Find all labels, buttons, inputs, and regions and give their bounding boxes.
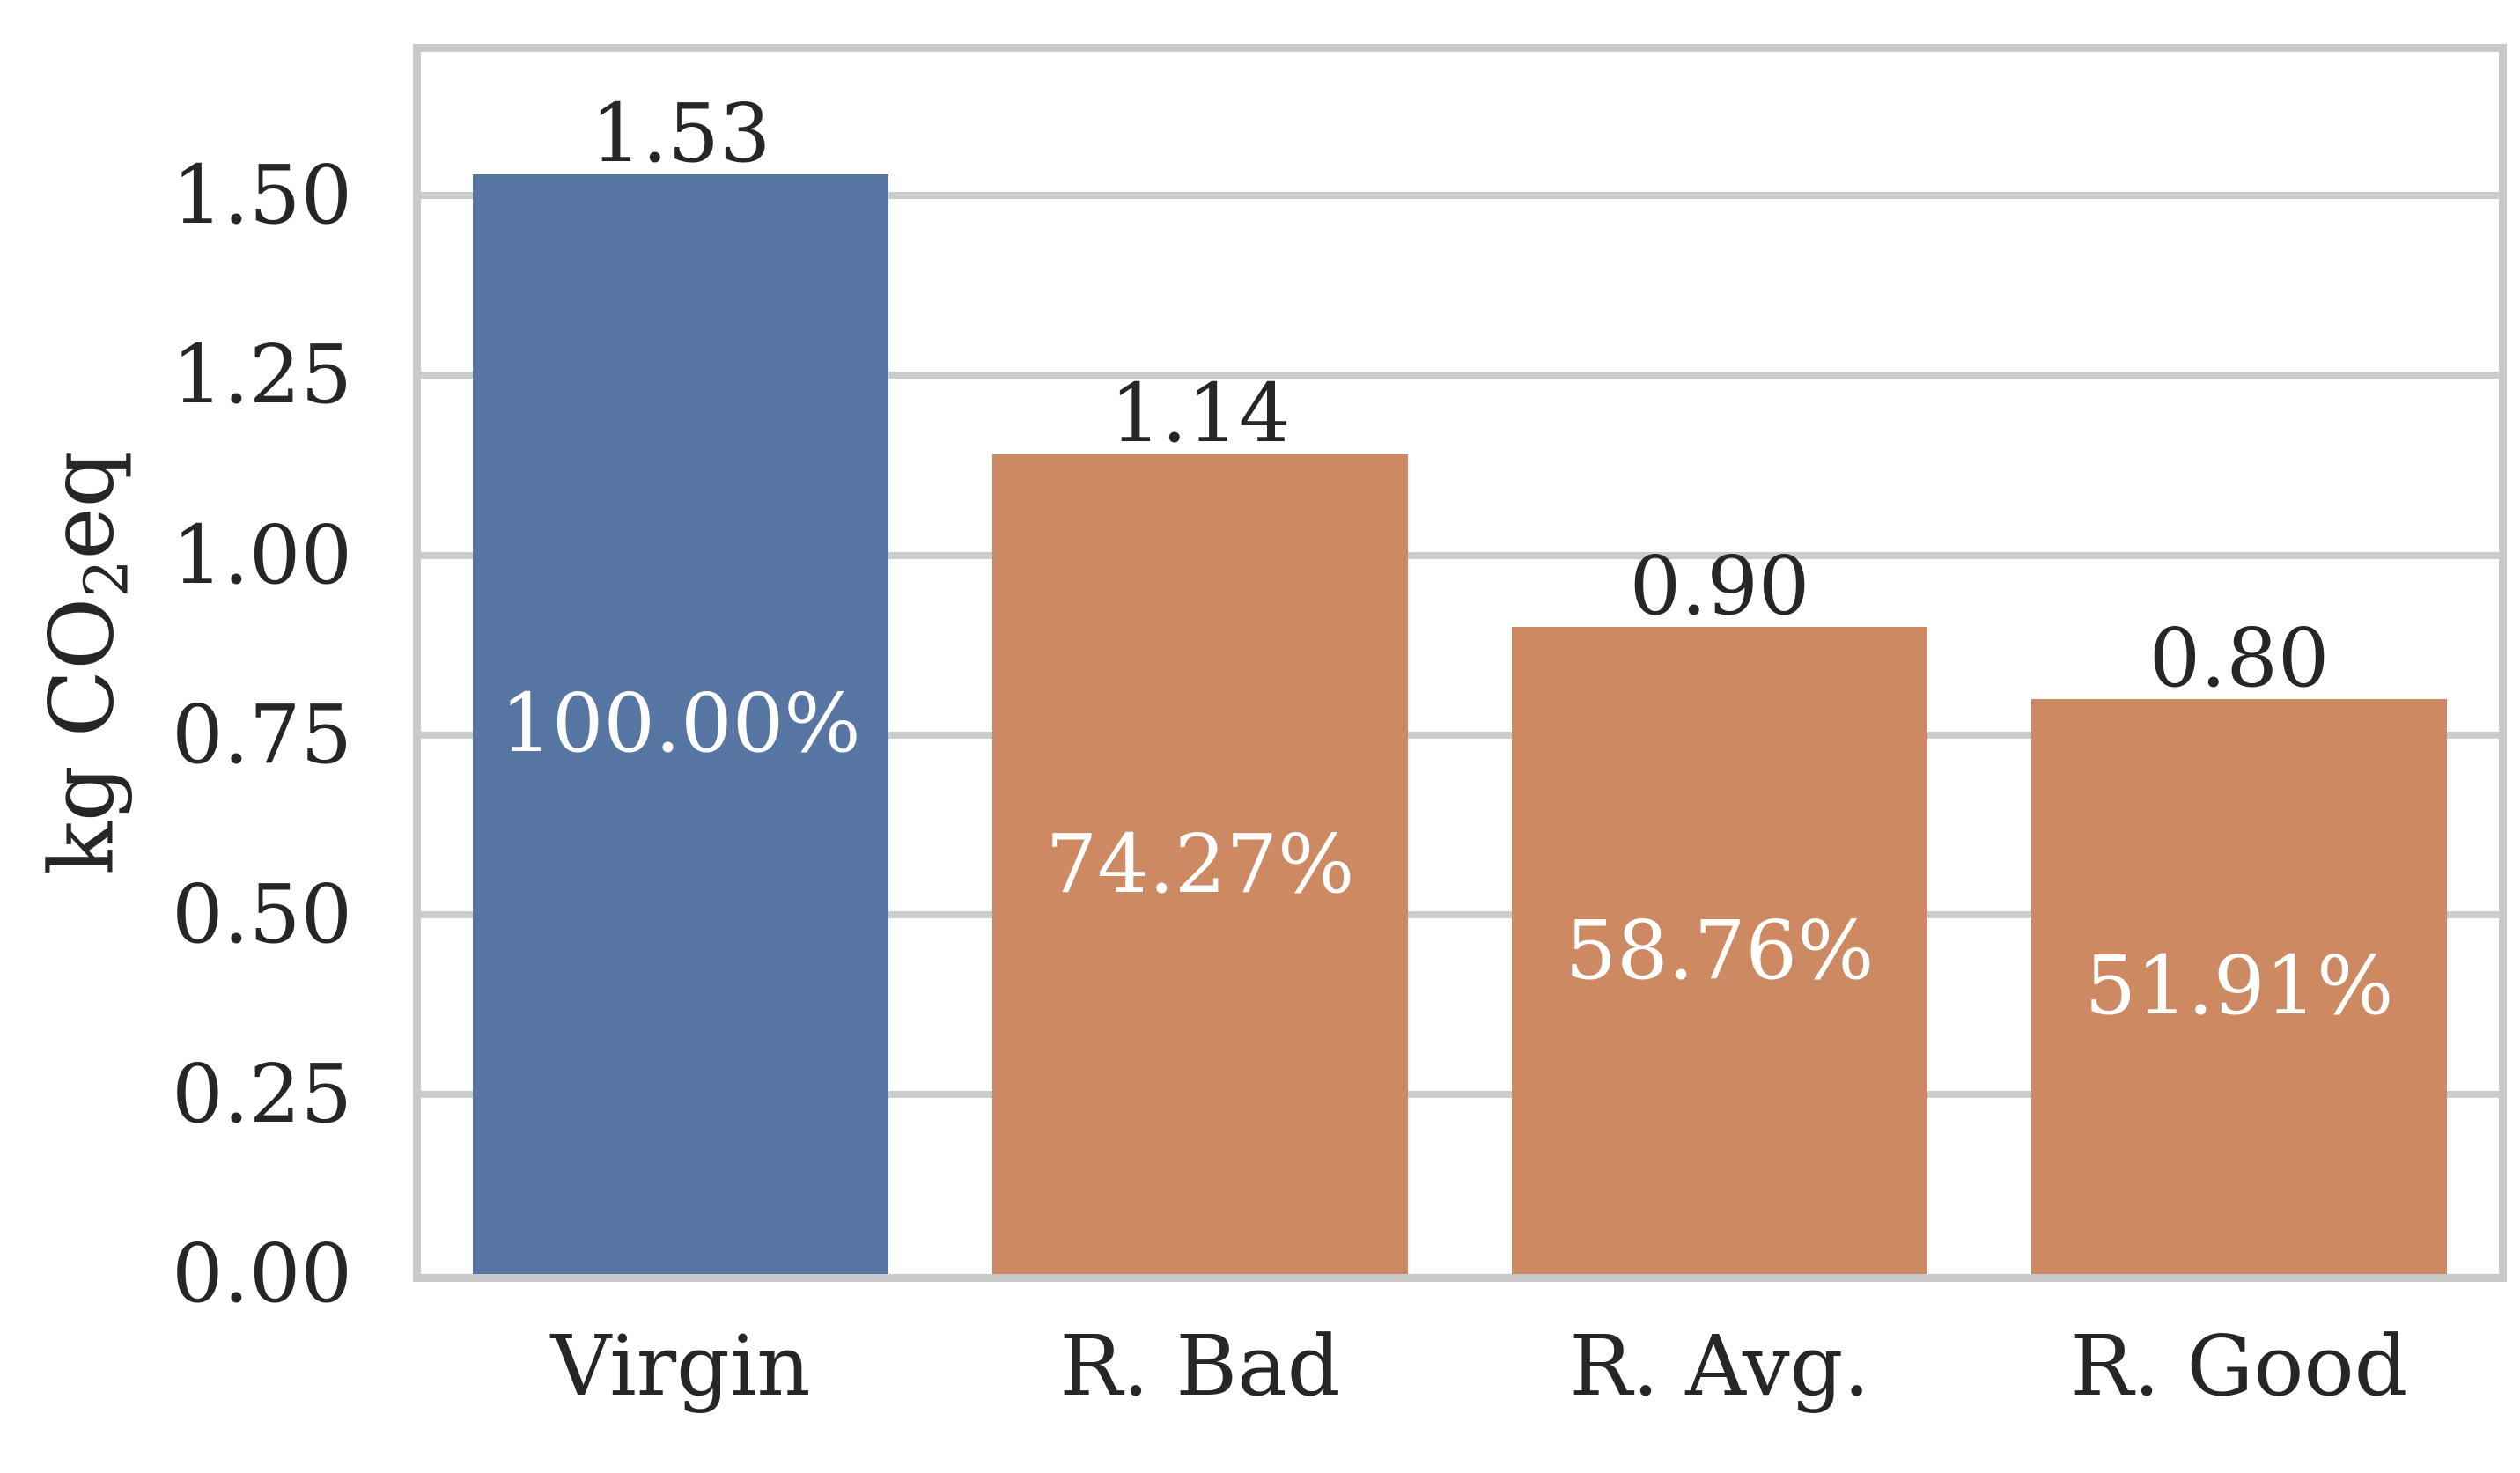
bar-virgin [473, 173, 888, 1274]
x-tick-label-r-good: R. Good [2070, 1318, 2408, 1415]
x-tick-label-r-bad: R. Bad [1059, 1318, 1341, 1415]
bar-percent-label: 51.91% [2084, 939, 2394, 1034]
gridline-1.25 [421, 372, 2499, 379]
y-tick-label-1.25: 1.25 [172, 328, 352, 423]
y-tick-label-0.75: 0.75 [172, 687, 352, 782]
y-tick-label-0.00: 0.00 [172, 1226, 352, 1321]
y-tick-label-0.25: 0.25 [172, 1046, 352, 1141]
plot-area: 1.53 100.00% 1.14 74.27% 0.90 58.76% 0.80 51.91… [413, 44, 2507, 1282]
gridline-0.25 [421, 1090, 2499, 1098]
gridline-0.50 [421, 910, 2499, 918]
x-tick-label-virgin: Virgin [550, 1318, 811, 1415]
gridline-0.75 [421, 731, 2499, 739]
bar-percent-label: 58.76% [1565, 902, 1875, 998]
bar-value-label: 0.80 [2148, 610, 2330, 705]
bar-value-label: 1.53 [590, 85, 771, 180]
bar-percent-label: 100.00% [500, 676, 861, 771]
x-tick-label-r-avg: R. Avg. [1569, 1318, 1870, 1415]
bar-percent-label: 74.27% [1045, 816, 1355, 911]
bar-value-label: 1.14 [1109, 366, 1291, 461]
y-tick-label-0.50: 0.50 [172, 866, 352, 961]
y-tick-label-1.00: 1.00 [172, 507, 352, 602]
gridline-1.50 [421, 192, 2499, 200]
bar-value-label: 0.90 [1629, 539, 1810, 634]
bar-r-good [2031, 698, 2447, 1274]
bar-r-avg [1512, 627, 1927, 1274]
y-tick-label-1.50: 1.50 [172, 148, 352, 243]
bar-r-bad [992, 454, 1408, 1274]
gridline-1.00 [421, 551, 2499, 559]
